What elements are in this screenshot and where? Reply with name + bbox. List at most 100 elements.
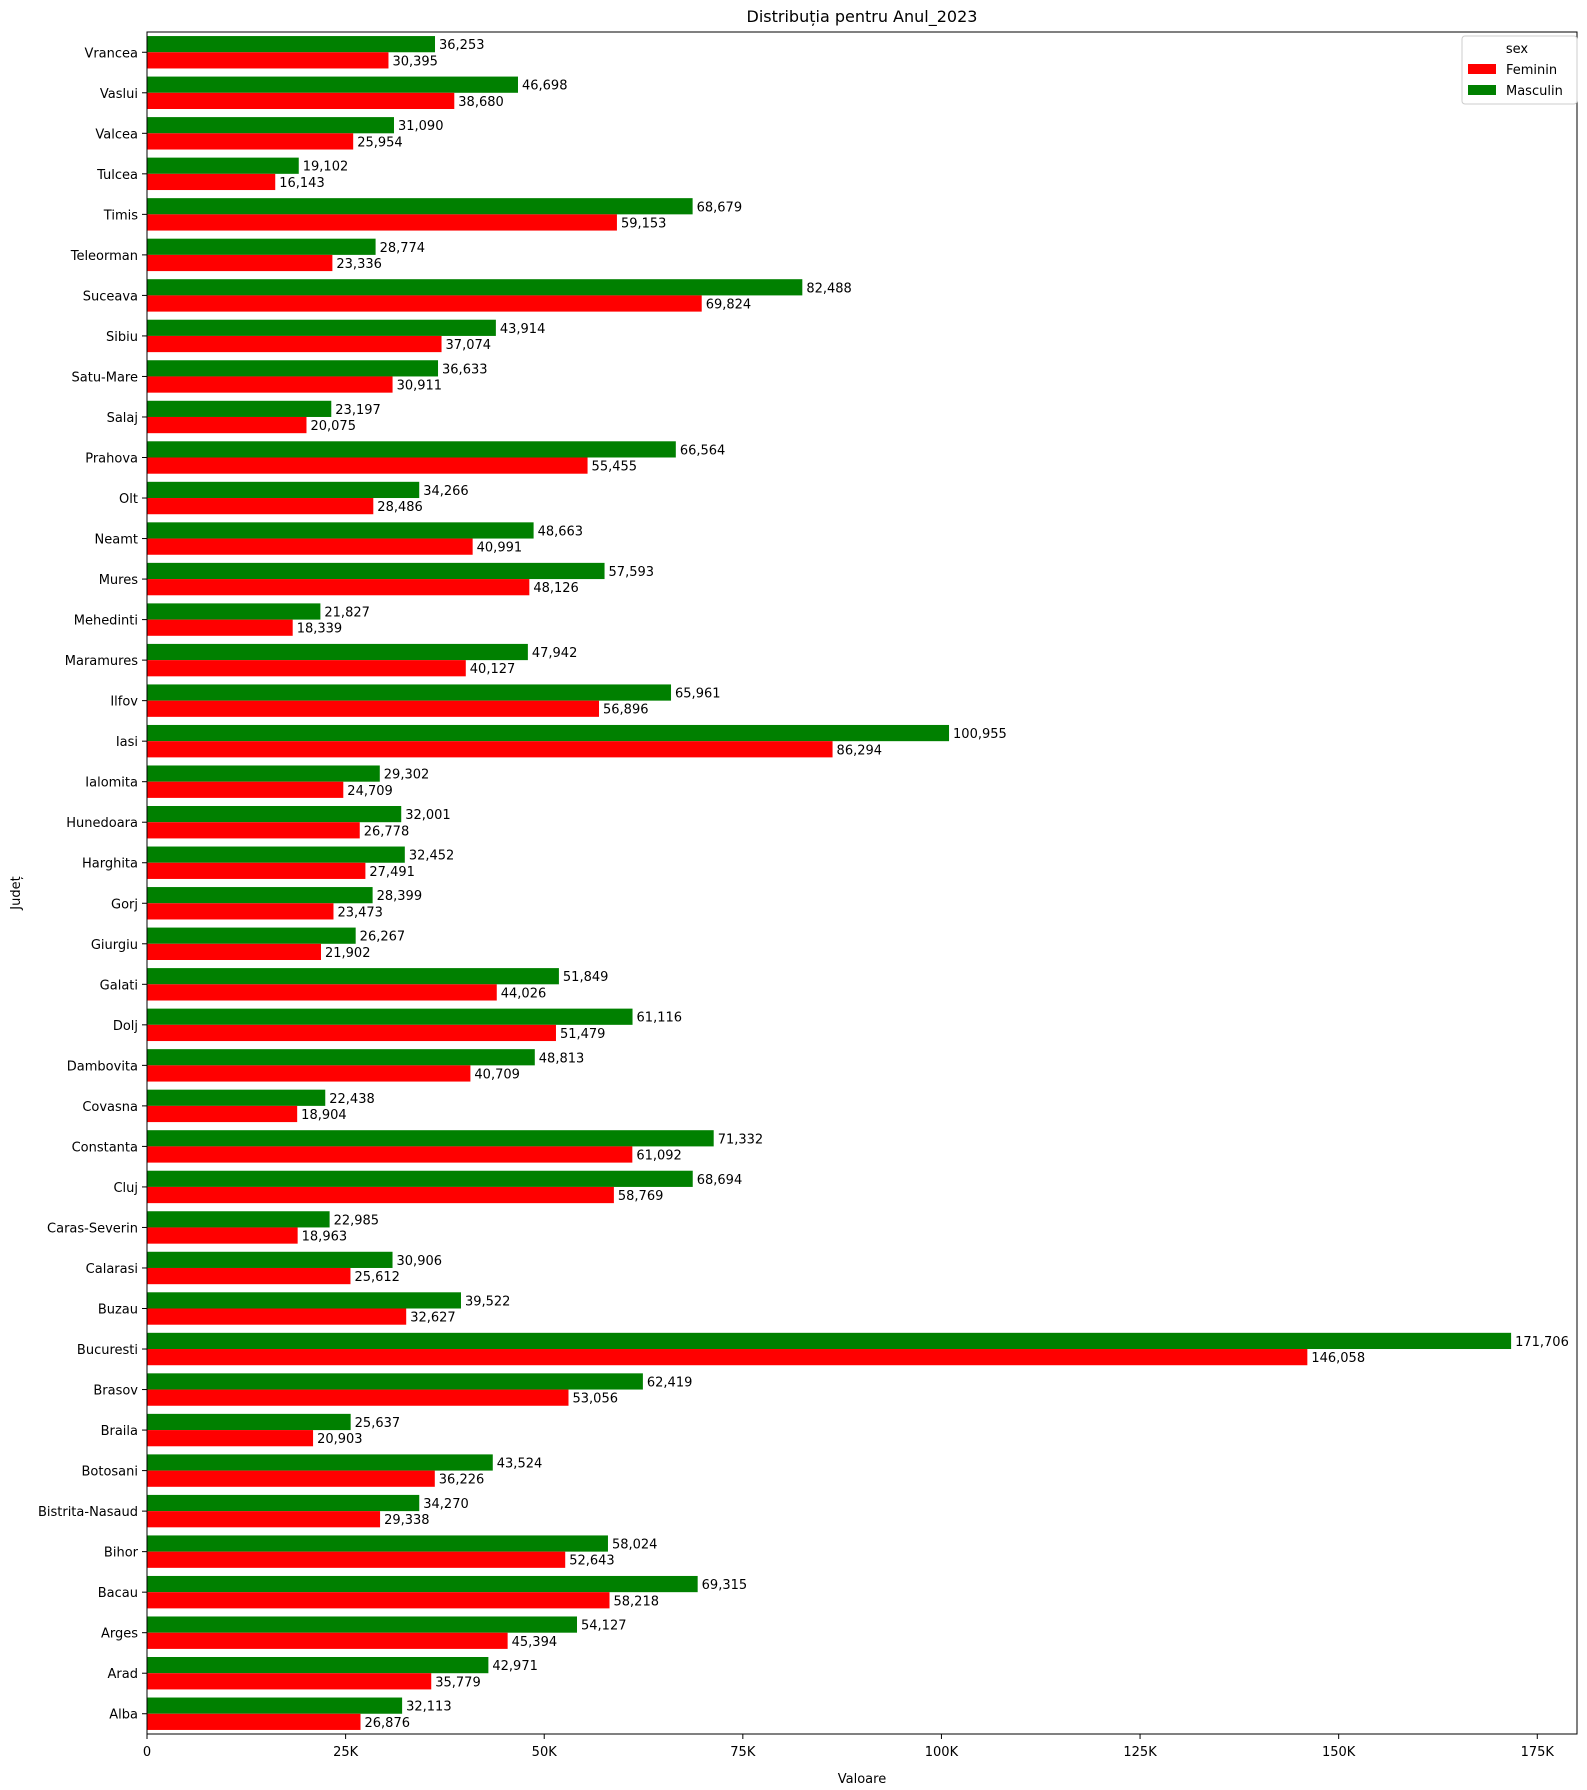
y-tick-label-maramures: Maramures (65, 654, 138, 669)
bar-label-masculin-prahova: 66,564 (680, 443, 726, 458)
bar-label-masculin-brasov: 62,419 (647, 1375, 693, 1390)
bar-label-masculin-braila: 25,637 (355, 1416, 401, 1431)
bar-masculin-arges (147, 1616, 578, 1633)
bar-label-feminin-satu-mare: 30,911 (397, 379, 443, 394)
y-axis-ticks: Vrancea Vaslui Valcea Tulcea Timis Teleorman S… (38, 46, 147, 1723)
bar-label-masculin-harghita: 32,452 (409, 849, 455, 864)
y-tick-label-giurgiu: Giurgiu (91, 938, 138, 953)
bar-label-masculin-hunedoara: 32,001 (405, 808, 451, 823)
bar-label-feminin-covasna: 18,904 (301, 1108, 347, 1123)
y-tick-label-buzau: Buzau (98, 1303, 138, 1318)
bar-label-feminin-harghita: 27,491 (369, 865, 415, 880)
bar-label-feminin-neamt: 40,991 (477, 541, 523, 556)
bar-label-masculin-alba: 32,113 (406, 1700, 452, 1715)
bar-feminin-olt (147, 498, 374, 515)
bar-feminin-harghita (147, 862, 366, 879)
bar-feminin-ialomita (147, 781, 344, 798)
bar-label-feminin-alba: 26,876 (365, 1716, 411, 1731)
bar-label-feminin-bistrita-nasaud: 29,338 (384, 1513, 430, 1528)
legend: sex Feminin Masculin (1461, 35, 1578, 105)
bar-label-masculin-olt: 34,266 (423, 484, 469, 499)
bar-label-masculin-vaslui: 46,698 (522, 79, 568, 94)
y-tick-label-constanta: Constanta (72, 1140, 138, 1155)
x-tick-label-25k: 25K (333, 1745, 359, 1760)
bar-feminin-bihor (147, 1551, 566, 1568)
x-tick-label-175k: 175K (1521, 1745, 1555, 1760)
y-tick-label-mures: Mures (99, 573, 139, 588)
bar-masculin-covasna (147, 1089, 326, 1106)
bar-feminin-prahova (147, 457, 588, 474)
plot-frame (146, 31, 1578, 1735)
bar-masculin-mures (147, 562, 605, 580)
bar-label-feminin-olt: 28,486 (377, 500, 423, 515)
bar-feminin-sibiu (147, 335, 442, 353)
bar-label-feminin-braila: 20,903 (317, 1432, 363, 1447)
bar-masculin-brasov (147, 1373, 643, 1390)
y-tick-label-cluj: Cluj (113, 1181, 138, 1196)
bar-feminin-gorj (147, 903, 334, 920)
y-tick-label-arad: Arad (108, 1667, 138, 1682)
chart-title: Distribuția pentru Anul_2023 (747, 7, 978, 27)
bar-label-masculin-giurgiu: 26,267 (360, 930, 406, 945)
bar-masculin-suceava (147, 279, 803, 296)
bar-feminin-maramures (147, 660, 466, 677)
y-tick-label-arges: Arges (101, 1627, 138, 1642)
y-tick-label-suceava: Suceava (83, 289, 138, 304)
bar-masculin-gorj (147, 887, 373, 904)
bar-feminin-bistrita-nasaud (147, 1511, 381, 1528)
bar-label-feminin-mehedinti: 18,339 (297, 622, 343, 637)
bar-label-feminin-calarasi: 25,612 (354, 1270, 400, 1285)
bar-label-feminin-sibiu: 37,074 (446, 338, 492, 353)
bar-masculin-mehedinti (147, 603, 321, 620)
bar-feminin-dolj (147, 1024, 556, 1042)
bar-label-feminin-dolj: 51,479 (560, 1027, 606, 1042)
bar-label-masculin-valcea: 31,090 (398, 119, 444, 134)
x-tick-label-50k: 50K (532, 1745, 558, 1760)
bar-label-feminin-cluj: 58,769 (618, 1189, 664, 1204)
y-tick-label-ialomita: Ialomita (85, 776, 138, 791)
y-tick-label-iasi: Iasi (116, 735, 138, 750)
bar-feminin-cluj (147, 1186, 614, 1204)
bar-feminin-iasi (147, 741, 833, 758)
bar-feminin-mehedinti (147, 619, 293, 636)
bar-masculin-constanta (147, 1130, 714, 1147)
bar-masculin-satu-mare (147, 360, 439, 377)
bar-masculin-valcea (147, 117, 394, 134)
bar-label-feminin-galati: 44,026 (501, 986, 546, 1001)
y-tick-label-ilfov: Ilfov (110, 695, 138, 710)
bar-label-feminin-iasi: 86,294 (837, 743, 883, 758)
bar-label-feminin-buzau: 32,627 (410, 1311, 456, 1326)
bar-label-feminin-hunedoara: 26,778 (364, 824, 410, 839)
bar-label-masculin-bacau: 69,315 (702, 1578, 748, 1593)
legend-swatch-masculin (1468, 85, 1496, 95)
y-tick-label-calarasi: Calarasi (86, 1262, 138, 1277)
legend-label-masculin: Masculin (1506, 84, 1563, 99)
bar-masculin-maramures (147, 643, 528, 661)
bar-label-feminin-bihor: 52,643 (569, 1554, 615, 1569)
y-tick-label-dolj: Dolj (113, 1019, 138, 1034)
bar-feminin-giurgiu (147, 943, 321, 960)
bar-label-masculin-gorj: 28,399 (377, 889, 423, 904)
bars-group (147, 36, 1512, 1730)
bar-feminin-timis (147, 214, 617, 231)
y-tick-label-galati: Galati (100, 978, 138, 993)
bar-masculin-dolj (147, 1008, 633, 1025)
bar-masculin-ilfov (147, 684, 672, 701)
bar-label-masculin-botosani: 43,524 (497, 1456, 543, 1471)
bar-masculin-harghita (147, 846, 405, 863)
x-axis-label: Valoare (838, 1772, 886, 1787)
x-tick-label-150k: 150K (1322, 1745, 1356, 1760)
bar-masculin-hunedoara (147, 806, 402, 823)
y-tick-label-sibiu: Sibiu (106, 330, 138, 345)
legend-swatch-feminin (1468, 64, 1496, 74)
bar-feminin-bacau (147, 1592, 610, 1609)
bar-masculin-vaslui (147, 76, 518, 93)
bar-feminin-vrancea (147, 52, 389, 69)
bar-label-feminin-bucuresti: 146,058 (1311, 1351, 1365, 1366)
bar-masculin-braila (147, 1413, 351, 1431)
x-axis-ticks: 0 25K 50K 75K 100K 125K 150K 175K (143, 1734, 1555, 1760)
bar-feminin-calarasi (147, 1267, 351, 1285)
bar-masculin-bistrita-nasaud (147, 1494, 420, 1512)
bar-masculin-buzau (147, 1292, 461, 1309)
